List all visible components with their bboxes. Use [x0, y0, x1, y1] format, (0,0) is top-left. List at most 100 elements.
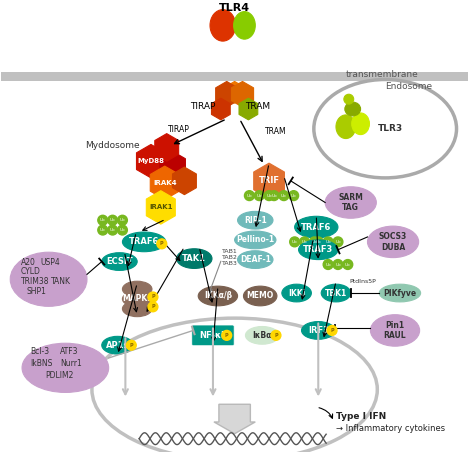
Text: SARM
TAG: SARM TAG — [338, 193, 363, 212]
Ellipse shape — [299, 240, 338, 260]
Polygon shape — [150, 166, 179, 200]
Text: SOCS3
DUBA: SOCS3 DUBA — [379, 232, 407, 252]
Ellipse shape — [282, 284, 311, 302]
Text: P: P — [330, 328, 334, 333]
Circle shape — [279, 191, 289, 201]
Ellipse shape — [321, 284, 351, 302]
Ellipse shape — [367, 226, 419, 257]
Ellipse shape — [122, 232, 166, 252]
Circle shape — [157, 239, 167, 249]
Ellipse shape — [325, 187, 376, 218]
Text: Pellino-1: Pellino-1 — [236, 236, 274, 244]
Circle shape — [271, 331, 281, 340]
Polygon shape — [254, 163, 284, 198]
Ellipse shape — [237, 251, 273, 268]
Ellipse shape — [237, 212, 273, 229]
Ellipse shape — [10, 252, 87, 306]
Text: TRIF: TRIF — [258, 176, 280, 185]
Ellipse shape — [176, 249, 212, 268]
Text: Ub: Ub — [316, 240, 321, 244]
Text: ECSIT: ECSIT — [106, 257, 133, 266]
Polygon shape — [137, 144, 165, 178]
Polygon shape — [239, 98, 258, 120]
Circle shape — [98, 225, 108, 235]
Text: SHP1: SHP1 — [27, 287, 47, 296]
Text: ATF3: ATF3 — [60, 347, 79, 356]
Text: Ub: Ub — [246, 193, 252, 197]
Text: P: P — [160, 242, 164, 247]
Text: TANK: TANK — [51, 277, 71, 286]
Ellipse shape — [336, 115, 356, 138]
Text: P: P — [151, 295, 155, 300]
Circle shape — [127, 340, 136, 350]
Text: Ub: Ub — [119, 228, 125, 232]
Text: PIKfyve: PIKfyve — [383, 289, 417, 297]
Text: IRAK4: IRAK4 — [153, 180, 176, 186]
Text: Ub: Ub — [292, 240, 298, 244]
Text: TRAF3: TRAF3 — [303, 245, 333, 254]
Text: TRAM: TRAM — [245, 102, 270, 111]
Text: TLR3: TLR3 — [378, 123, 403, 133]
Circle shape — [255, 191, 264, 201]
Text: Type I IFN: Type I IFN — [336, 412, 386, 421]
Circle shape — [323, 237, 333, 247]
Ellipse shape — [22, 343, 109, 392]
Circle shape — [148, 302, 158, 312]
Ellipse shape — [122, 291, 152, 307]
Text: TLR4: TLR4 — [219, 3, 250, 13]
Text: P: P — [151, 304, 155, 309]
Circle shape — [343, 260, 353, 269]
Ellipse shape — [295, 216, 338, 238]
Text: IκBα: IκBα — [253, 331, 272, 340]
Ellipse shape — [345, 102, 361, 116]
Text: Ub: Ub — [110, 218, 115, 222]
Ellipse shape — [122, 281, 152, 297]
Text: CYLD: CYLD — [21, 267, 41, 276]
Ellipse shape — [122, 301, 152, 316]
Text: Ub: Ub — [301, 240, 307, 244]
Text: Ub: Ub — [325, 240, 331, 244]
Ellipse shape — [102, 253, 137, 271]
Circle shape — [333, 260, 343, 269]
Polygon shape — [231, 81, 254, 107]
Text: TRAF6: TRAF6 — [301, 222, 331, 232]
Ellipse shape — [301, 321, 335, 339]
Text: MEMO: MEMO — [246, 291, 274, 301]
Circle shape — [269, 191, 279, 201]
Text: PtdIns5P: PtdIns5P — [350, 279, 376, 284]
Text: IRAK1: IRAK1 — [149, 204, 173, 210]
Text: Ub: Ub — [335, 262, 341, 266]
Text: Nurr1: Nurr1 — [60, 359, 82, 368]
Text: USP4: USP4 — [41, 257, 61, 266]
Text: Ub: Ub — [335, 240, 341, 244]
Circle shape — [108, 225, 118, 235]
Text: IRF3: IRF3 — [308, 326, 328, 335]
Text: MAPKs: MAPKs — [122, 295, 152, 303]
Text: TBK1: TBK1 — [325, 289, 347, 297]
Ellipse shape — [246, 326, 279, 344]
Polygon shape — [146, 191, 175, 224]
Text: RIP-1: RIP-1 — [244, 216, 267, 225]
Ellipse shape — [352, 113, 369, 134]
Text: P: P — [274, 333, 278, 338]
Text: TAK1: TAK1 — [182, 254, 206, 263]
Ellipse shape — [102, 336, 133, 354]
Ellipse shape — [344, 94, 354, 104]
Circle shape — [264, 191, 274, 201]
Ellipse shape — [210, 10, 236, 41]
Ellipse shape — [234, 12, 255, 39]
Text: Ub: Ub — [110, 228, 115, 232]
Polygon shape — [225, 81, 244, 103]
Ellipse shape — [244, 286, 277, 306]
Text: → Inflammatory cytokines: → Inflammatory cytokines — [336, 424, 445, 433]
Text: Ub: Ub — [266, 193, 272, 197]
Text: A20: A20 — [21, 257, 36, 266]
Text: MyD88: MyD88 — [137, 158, 164, 164]
FancyBboxPatch shape — [192, 325, 234, 345]
Text: Pin1
RAUL: Pin1 RAUL — [384, 321, 406, 340]
Text: TRAF6: TRAF6 — [129, 237, 159, 247]
Text: Ub: Ub — [325, 262, 331, 266]
Circle shape — [222, 331, 232, 340]
Text: IKKα/β: IKKα/β — [204, 291, 232, 301]
Text: Ub: Ub — [271, 193, 277, 197]
